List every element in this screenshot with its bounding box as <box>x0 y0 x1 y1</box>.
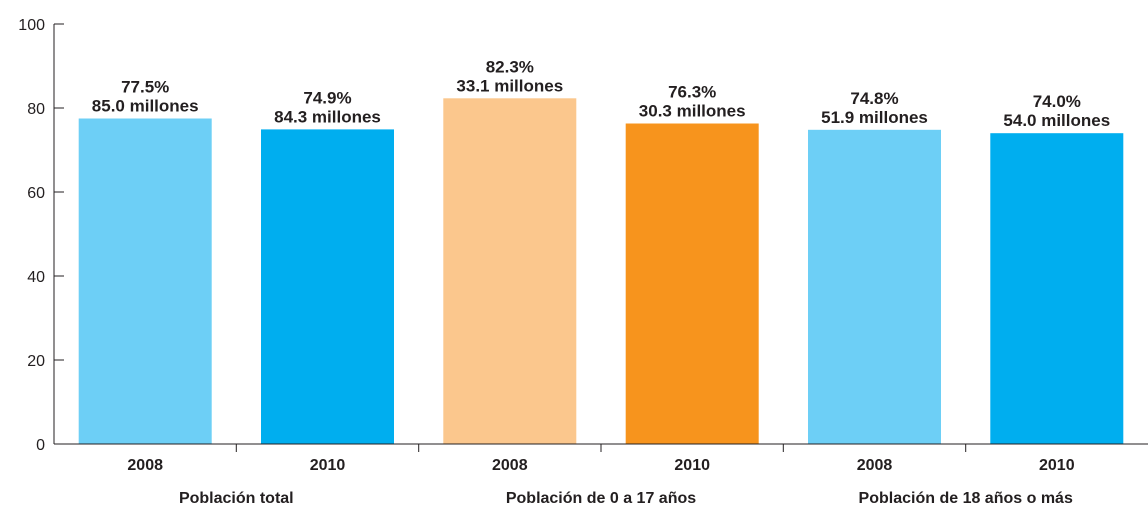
x-tick-label: 2008 <box>127 457 163 474</box>
group-label: Población de 18 años o más <box>859 490 1073 507</box>
bar-2008 <box>78 118 212 444</box>
data-label-percent: 74.0% <box>1033 92 1081 111</box>
bar-2008 <box>443 98 577 445</box>
x-tick-label: 2008 <box>857 457 893 474</box>
data-label-count: 85.0 millones <box>92 97 199 116</box>
data-label-percent: 74.9% <box>303 88 351 107</box>
y-tick-label: 100 <box>18 17 45 34</box>
y-tick-label: 80 <box>27 101 45 118</box>
data-label-percent: 77.5% <box>121 78 169 97</box>
x-tick-label: 2010 <box>1039 457 1075 474</box>
bar-2010 <box>625 123 759 444</box>
data-label-count: 84.3 millones <box>274 107 381 126</box>
data-label-percent: 82.3% <box>486 57 534 76</box>
data-label-count: 54.0 millones <box>1003 111 1110 130</box>
y-tick-label: 20 <box>27 353 45 370</box>
bars: 77.5%85.0 millones 74.9%84.3 millones 82.3… <box>78 57 1124 445</box>
data-label-percent: 74.8% <box>850 89 898 108</box>
bar-2010 <box>990 133 1124 444</box>
y-axis: 0 20 40 60 80 100 <box>18 17 64 454</box>
group-label: Población de 0 a 17 años <box>506 490 696 507</box>
x-tick-label: 2010 <box>310 457 346 474</box>
data-label-count: 51.9 millones <box>821 108 928 127</box>
bar-2010 <box>261 129 394 444</box>
group-label: Población total <box>179 490 294 507</box>
bar-2008 <box>808 129 941 445</box>
data-label-count: 33.1 millones <box>456 76 563 95</box>
y-tick-label: 0 <box>36 437 45 454</box>
x-tick-label: 2008 <box>492 457 528 474</box>
data-label-percent: 76.3% <box>668 83 716 102</box>
y-tick-label: 60 <box>27 185 45 202</box>
x-tick-label: 2010 <box>674 457 710 474</box>
y-tick-label: 40 <box>27 269 45 286</box>
x-axis: 2008 2010 Población total 2008 2010 Población… <box>54 443 1148 507</box>
data-label-count: 30.3 millones <box>639 102 746 121</box>
